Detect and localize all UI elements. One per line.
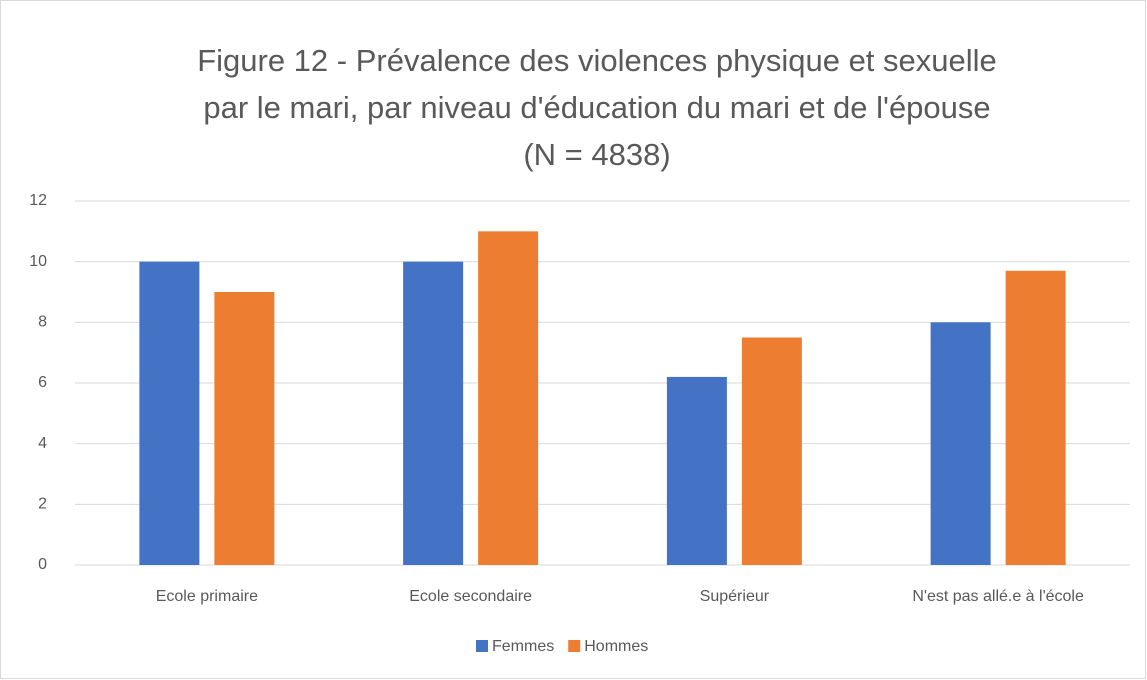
chart-title: Figure 12 - Prévalence des violences phy… xyxy=(197,43,997,78)
y-tick-label: 12 xyxy=(29,192,47,209)
legend-label: Femmes xyxy=(492,638,554,655)
legend-swatch xyxy=(568,640,581,652)
x-tick-label: N'est pas allé.e à l'école xyxy=(912,588,1084,605)
chart-title: par le mari, par niveau d'éducation du m… xyxy=(203,90,990,125)
bar xyxy=(139,261,200,565)
bar xyxy=(403,261,464,565)
bar xyxy=(1005,270,1066,565)
y-tick-label: 10 xyxy=(29,253,47,270)
chart-title: (N = 4838) xyxy=(523,137,670,172)
legend-swatch xyxy=(476,640,488,652)
bar xyxy=(478,231,539,566)
bar xyxy=(741,337,802,565)
bar xyxy=(666,376,727,565)
legend-label: Hommes xyxy=(584,638,648,655)
bar xyxy=(214,292,275,565)
x-tick-label: Ecole primaire xyxy=(156,588,258,605)
y-tick-label: 6 xyxy=(38,374,47,391)
y-tick-label: 4 xyxy=(38,435,47,452)
bar xyxy=(930,322,991,565)
y-tick-label: 8 xyxy=(38,314,47,331)
y-tick-label: 2 xyxy=(38,496,47,513)
x-tick-label: Ecole secondaire xyxy=(409,588,532,605)
x-tick-label: Supérieur xyxy=(700,588,770,605)
y-tick-label: 0 xyxy=(38,556,47,573)
